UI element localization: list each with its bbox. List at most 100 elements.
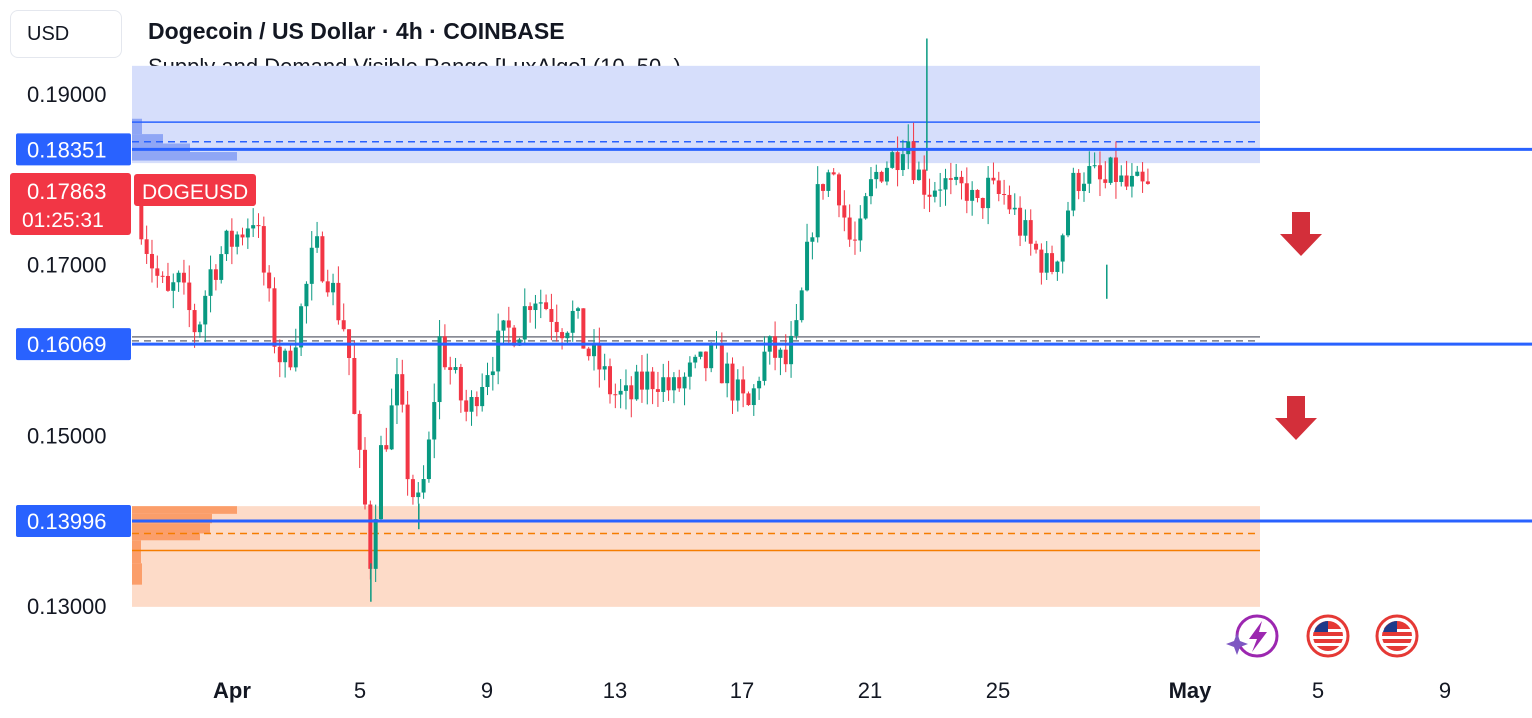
candle-body xyxy=(687,362,692,377)
candle-body xyxy=(394,374,399,406)
flash-event-icon[interactable] xyxy=(1226,614,1279,658)
candle-body xyxy=(826,172,831,191)
candle-body xyxy=(634,371,639,400)
candle-body xyxy=(245,228,250,238)
candle-body xyxy=(1103,179,1108,183)
candle-body xyxy=(821,184,826,191)
candle-body xyxy=(1007,194,1012,210)
candle-body xyxy=(906,141,911,155)
candle-body xyxy=(373,519,378,569)
candle-body xyxy=(336,282,341,321)
candle-body xyxy=(842,205,847,218)
candle-body xyxy=(959,176,964,184)
candle-body xyxy=(698,351,703,357)
candle-body xyxy=(1034,243,1039,250)
candle-body xyxy=(181,272,186,283)
candle-countdown: 01:25:31 xyxy=(22,209,104,232)
candle-body xyxy=(1124,175,1129,187)
candle-body xyxy=(224,230,229,255)
candle-body xyxy=(208,269,213,296)
candle-body xyxy=(560,332,565,339)
candle-body xyxy=(799,290,804,321)
candle-body xyxy=(746,393,751,406)
candle-body xyxy=(533,303,538,311)
candle-body xyxy=(1129,175,1134,187)
candle-body xyxy=(677,377,682,389)
candle-body xyxy=(1002,194,1007,196)
y-axis: 0.19000 0.17000 0.15000 0.13000 xyxy=(27,82,107,619)
candle-body xyxy=(682,376,687,389)
candle-body xyxy=(1076,172,1081,192)
currency-selector-button[interactable]: USD xyxy=(10,10,122,58)
candle-body xyxy=(735,379,740,401)
candle-body xyxy=(703,351,708,369)
candle-body xyxy=(773,336,778,358)
candle-body xyxy=(693,356,698,363)
candle-body xyxy=(528,306,533,311)
candle-body xyxy=(293,347,298,368)
candle-body xyxy=(235,234,240,247)
x-tick-label: 13 xyxy=(603,678,627,703)
supply-level-tag: 0.18351 xyxy=(16,133,131,166)
candle-body xyxy=(1145,181,1150,184)
candle-body xyxy=(229,230,234,247)
candle-body xyxy=(661,377,666,392)
x-tick-label: 9 xyxy=(481,678,493,703)
y-tick-label: 0.19000 xyxy=(27,82,107,107)
candle-body xyxy=(213,269,218,280)
candle-body xyxy=(916,169,921,181)
candle-body xyxy=(458,367,463,401)
bearish-arrow-icon xyxy=(1275,396,1317,440)
candle-body xyxy=(597,343,602,370)
candle-body xyxy=(1140,171,1145,182)
candle-body xyxy=(1119,175,1124,182)
candle-body xyxy=(655,389,660,392)
candle-body xyxy=(554,321,559,333)
candle-body xyxy=(549,309,554,322)
current-price-tag: 0.17863 01:25:31 xyxy=(10,173,131,235)
candle-body xyxy=(709,345,714,369)
candle-body xyxy=(991,177,996,181)
x-axis: Apr 5 9 13 17 21 25 May 5 9 xyxy=(213,678,1451,703)
candle-body xyxy=(1044,253,1049,273)
x-tick-label: May xyxy=(1169,678,1213,703)
candle-body xyxy=(847,217,852,240)
current-price-value: 0.17863 xyxy=(27,179,107,204)
candle-body xyxy=(165,275,170,291)
candle-body xyxy=(474,397,479,407)
us-flag-event-icon[interactable] xyxy=(1306,614,1350,658)
candle-body xyxy=(805,241,810,291)
candle-body xyxy=(426,439,431,480)
y-tick-label: 0.15000 xyxy=(27,423,107,448)
candle-body xyxy=(576,308,581,311)
candle-body xyxy=(602,366,607,370)
mid-level-tag: 0.16069 xyxy=(16,328,131,361)
candle-body xyxy=(144,239,149,254)
demand-volume-bar xyxy=(132,563,142,585)
candle-body xyxy=(1092,165,1097,167)
us-flag-event-icon[interactable] xyxy=(1375,614,1419,658)
candle-body xyxy=(911,141,916,181)
candle-body xyxy=(538,302,543,304)
candle-body xyxy=(789,335,794,365)
candle-body xyxy=(240,234,245,238)
candle-body xyxy=(464,400,469,412)
candle-body xyxy=(863,196,868,219)
candle-body xyxy=(858,218,863,241)
candle-body xyxy=(565,332,570,339)
candle-body xyxy=(1039,249,1044,273)
demand-volume-bar xyxy=(132,506,237,514)
candle-body xyxy=(592,343,597,357)
candle-body xyxy=(943,178,948,190)
candle-body xyxy=(837,174,842,206)
candle-body xyxy=(325,281,330,293)
candle-body xyxy=(1097,165,1102,180)
candle-body xyxy=(432,402,437,440)
candle-body xyxy=(309,247,314,284)
chart-title: Dogecoin / US Dollar · 4h · COINBASE xyxy=(148,18,565,44)
candles-layer xyxy=(139,38,1150,602)
candle-body xyxy=(453,367,458,371)
candle-body xyxy=(890,152,895,168)
candle-body xyxy=(986,177,991,209)
